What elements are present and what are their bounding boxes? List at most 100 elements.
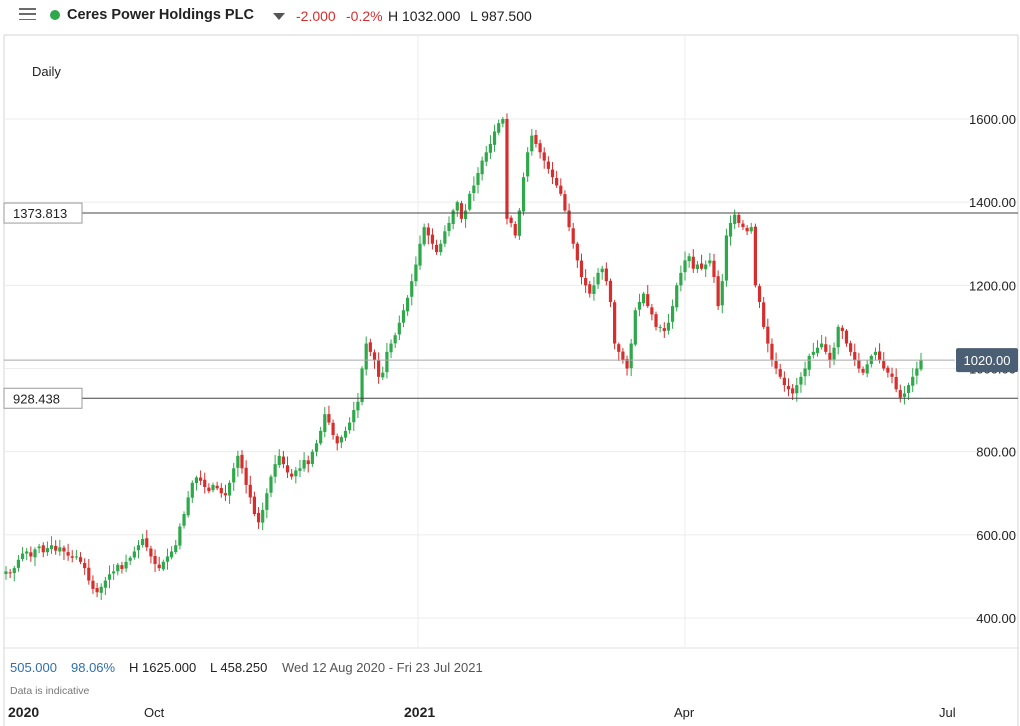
candle — [766, 318, 770, 353]
candle — [662, 322, 666, 339]
candle — [712, 253, 716, 283]
candle — [683, 251, 687, 281]
candle — [219, 483, 223, 498]
candle — [480, 156, 484, 181]
candle — [261, 502, 265, 531]
candle — [770, 338, 774, 367]
candle — [356, 393, 360, 419]
candle — [70, 550, 74, 563]
candle — [534, 129, 538, 148]
candle — [526, 147, 530, 182]
candle — [699, 254, 704, 271]
session-low: L 987.500 — [470, 8, 532, 24]
candle — [720, 273, 724, 314]
candle — [575, 241, 579, 268]
candle — [422, 223, 426, 247]
candle — [95, 583, 99, 598]
interval-label: Daily — [32, 64, 61, 79]
candle — [695, 261, 700, 273]
level-label-box — [3, 387, 83, 409]
candle — [45, 541, 50, 556]
candle — [240, 450, 244, 474]
candle — [116, 562, 120, 576]
candle — [617, 342, 621, 361]
candle — [78, 552, 83, 565]
candle — [120, 561, 124, 574]
candle — [281, 450, 285, 469]
candle — [906, 382, 911, 401]
last-price-badge — [956, 348, 1018, 373]
data-disclaimer: Data is indicative — [10, 685, 90, 697]
candle — [791, 384, 795, 401]
candle — [294, 466, 298, 484]
candle — [840, 325, 844, 339]
candle — [66, 543, 70, 561]
candle — [273, 455, 277, 484]
summary-percent: 98.06% — [71, 660, 116, 675]
candle — [33, 547, 37, 566]
candle — [542, 147, 546, 169]
candle — [368, 338, 372, 357]
candle — [211, 482, 215, 493]
candle — [62, 545, 66, 561]
candle — [853, 343, 857, 366]
level-label: 1373.813 — [13, 206, 67, 221]
candle — [161, 559, 165, 572]
candle — [306, 455, 310, 473]
candle — [865, 359, 869, 378]
candle — [786, 378, 791, 397]
candle — [584, 269, 588, 293]
candle — [563, 190, 567, 213]
candle — [778, 363, 782, 379]
candle — [468, 190, 472, 212]
y-tick-label: 1600.00 — [969, 112, 1016, 127]
candle — [749, 222, 753, 234]
candle — [207, 483, 211, 494]
candle — [83, 558, 87, 575]
candle — [890, 367, 894, 384]
candle — [4, 566, 8, 580]
candle — [401, 304, 406, 328]
candle — [608, 278, 613, 307]
candle — [352, 401, 356, 431]
caret-down-icon[interactable] — [273, 13, 285, 20]
candle — [393, 332, 397, 348]
instrument-name: Ceres Power Holdings PLC — [67, 7, 254, 23]
candle — [637, 293, 642, 317]
candle — [25, 548, 29, 561]
hamburger-menu-icon[interactable] — [19, 8, 36, 21]
candle — [16, 555, 21, 572]
candle — [666, 313, 671, 335]
candle — [360, 366, 364, 406]
candle — [836, 324, 840, 355]
candle — [12, 565, 16, 582]
y-tick-label: 600.00 — [976, 528, 1016, 543]
candle — [443, 225, 447, 247]
candle — [753, 223, 757, 288]
candle — [795, 377, 799, 402]
y-tick-label: 1200.00 — [969, 278, 1016, 293]
candle — [319, 426, 323, 446]
candle — [592, 276, 596, 301]
candle — [799, 372, 803, 393]
candle — [132, 546, 136, 560]
candle — [414, 256, 418, 287]
candle — [165, 548, 170, 570]
candle — [227, 480, 232, 504]
candle — [604, 262, 608, 286]
candle — [103, 576, 107, 596]
candle — [476, 167, 480, 194]
candle — [757, 283, 762, 309]
candle — [807, 353, 811, 377]
candle — [418, 235, 422, 270]
candle — [49, 536, 54, 554]
candle — [364, 336, 368, 376]
candle — [37, 543, 41, 554]
candle — [501, 116, 505, 128]
candle — [381, 366, 385, 381]
candle — [41, 542, 45, 558]
candle — [741, 220, 745, 231]
candle — [559, 178, 563, 197]
candle — [91, 575, 95, 594]
